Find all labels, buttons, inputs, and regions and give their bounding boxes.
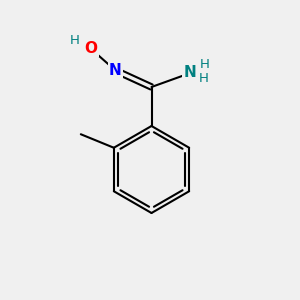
Text: H: H bbox=[200, 58, 209, 71]
Text: O: O bbox=[84, 40, 97, 56]
Text: H: H bbox=[199, 71, 209, 85]
Text: H: H bbox=[70, 34, 79, 47]
Text: N: N bbox=[109, 63, 122, 78]
Text: N: N bbox=[183, 65, 196, 80]
